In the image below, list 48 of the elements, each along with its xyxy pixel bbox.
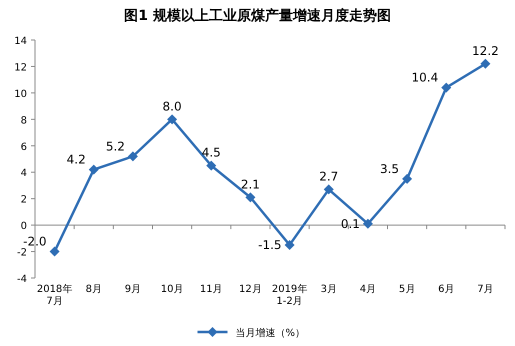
data-label: -2.0: [23, 234, 47, 249]
point: [324, 184, 334, 194]
point: [441, 82, 452, 93]
data-label: 4.5: [202, 146, 221, 160]
data-label: 5.2: [106, 139, 125, 154]
point: [362, 218, 373, 229]
x-tick-label: 4月: [360, 284, 376, 295]
y-tick-label: 14: [14, 36, 27, 47]
x-tick-label: 7月: [477, 284, 494, 295]
data-label: 4.2: [66, 152, 86, 167]
point: [88, 164, 99, 175]
x-tick-label: 11月: [200, 284, 223, 295]
point: [206, 160, 216, 171]
legend-label: 当月增速（%）: [236, 327, 306, 339]
y-tick-label: 8: [20, 115, 27, 126]
y-tick-label: 10: [14, 88, 27, 100]
point: [50, 246, 60, 257]
x-tick-label: 3月: [320, 284, 337, 295]
x-tick-label: 8月: [86, 284, 102, 295]
x-tick-label: 12月: [239, 284, 262, 295]
y-tick-label: -4: [17, 274, 27, 285]
data-label: 2.1: [240, 177, 260, 192]
y-tick-label: 0: [20, 221, 27, 232]
data-label: 12.2: [472, 44, 499, 58]
data-label: 3.5: [380, 162, 400, 176]
x-tick-label: 10月: [160, 284, 184, 295]
point: [128, 151, 138, 162]
y-tick-label: 4: [20, 168, 27, 180]
chart-title: 图1 规模以上工业原煤产量增速月度走势图: [124, 7, 391, 24]
x-tick-label: 2019年 1-2月: [272, 283, 308, 307]
data-label: 10.4: [412, 70, 438, 85]
point: [284, 240, 295, 250]
data-label: 0.1: [340, 216, 360, 231]
y-tick-label: -2: [17, 248, 27, 259]
y-tick-label: 6: [20, 142, 27, 153]
data-label: 2.7: [319, 169, 338, 184]
data-label: 8.0: [162, 99, 182, 114]
point: [480, 58, 490, 69]
x-tick-label: 2018年 7月: [36, 283, 72, 307]
y-tick-label: 12: [14, 62, 27, 74]
x-tick-label: 9月: [124, 284, 142, 295]
y-tick-label: 2: [20, 194, 27, 206]
x-tick-label: 6月: [438, 284, 454, 295]
x-tick-label: 5月: [398, 284, 416, 295]
point: [245, 192, 256, 202]
point: [167, 114, 178, 124]
data-label: -1.5: [258, 238, 282, 252]
point: [402, 174, 412, 184]
